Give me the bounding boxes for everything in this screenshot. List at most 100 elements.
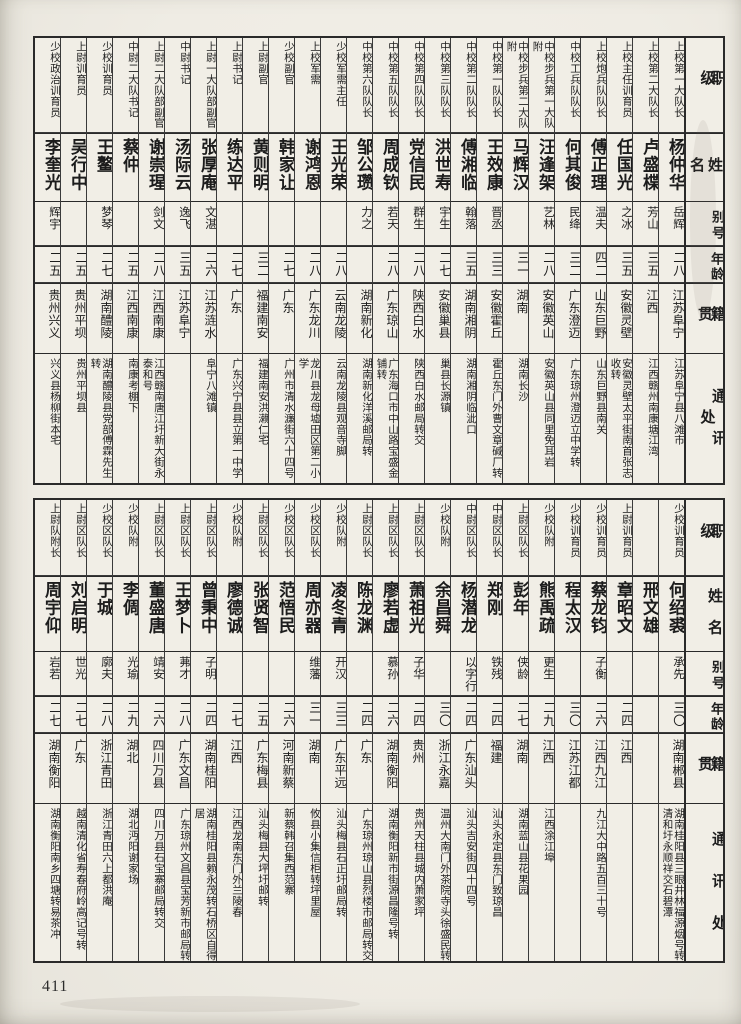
origin-cell: 广东龙川 bbox=[295, 283, 320, 354]
age-cell: 二五 bbox=[243, 696, 268, 733]
address-cell bbox=[607, 804, 632, 961]
name-cell: 廖德诚 bbox=[217, 576, 242, 652]
column-header-name: 姓名 bbox=[686, 576, 723, 652]
address-cell: 新蔡韩召集西范寨 bbox=[283, 808, 294, 896]
origin-cell: 广东汕头 bbox=[451, 733, 476, 804]
rank-cell: 上尉区队长 bbox=[139, 500, 164, 576]
origin-cell: 江西 bbox=[607, 733, 632, 804]
rank-cell: 少校队附 bbox=[217, 500, 242, 576]
hao-cell bbox=[61, 202, 86, 246]
hao-cell bbox=[243, 202, 268, 246]
rank-cell bbox=[633, 500, 658, 576]
age-cell: 二九 bbox=[113, 696, 138, 733]
address-cell: 南康考棚下 bbox=[127, 358, 138, 413]
origin-cell: 湖南衡阳 bbox=[373, 733, 398, 804]
rank-cell: 少校训育员 bbox=[581, 500, 606, 576]
hao-cell: 子衡 bbox=[581, 652, 606, 696]
header-column: 职级 姓名 别号 年龄 籍贯 通讯处 bbox=[686, 500, 723, 961]
name-cell: 汪逢架 bbox=[529, 133, 554, 202]
hao-cell: 翰落 bbox=[451, 202, 476, 246]
name-cell: 邹公瓒 bbox=[347, 133, 372, 202]
person-column: 中校步兵第一大队附 汪逢架 艺林 二八 安徽英山 安徽英山县同里免耳岩 bbox=[529, 38, 555, 483]
hao-cell: 力之 bbox=[347, 202, 372, 246]
rank-cell: 上尉区队长 bbox=[503, 500, 528, 576]
name-cell: 李倜 bbox=[113, 576, 138, 652]
address-cell: 安徽英山县同里免耳岩 bbox=[543, 358, 554, 468]
origin-cell: 广东文昌 bbox=[165, 733, 190, 804]
origin-cell: 湖南郴县 bbox=[659, 733, 684, 804]
hao-cell: 茀才 bbox=[165, 652, 190, 696]
origin-cell: 湖南醴陵 bbox=[87, 283, 112, 354]
age-cell: 二五 bbox=[61, 246, 86, 283]
person-column: 少校队附 廖德诚 二七 江西 江西龙南东门外兰陵春 bbox=[217, 500, 243, 961]
address-cell: 贵州平坝县 bbox=[75, 358, 86, 413]
name-cell: 李奎光 bbox=[35, 133, 60, 202]
rank-cell: 上校军需 bbox=[295, 38, 320, 133]
name-cell: 彭年 bbox=[503, 576, 528, 652]
rank-cell: 上尉区队长 bbox=[191, 500, 216, 576]
origin-cell bbox=[633, 733, 658, 804]
age-cell: 二四 bbox=[191, 696, 216, 733]
hao-cell bbox=[425, 652, 450, 696]
address-cell: 霍丘东门外曹文章碱厂转 bbox=[491, 358, 502, 479]
address-cell: 湖南新化洋溪邮局转 bbox=[361, 358, 372, 457]
origin-cell: 江西 bbox=[529, 733, 554, 804]
name-cell: 范悟民 bbox=[269, 576, 294, 652]
person-column: 上校第二大队长 卢盛楪 芳山 三五 江西 江西赣州南康塘江湾 bbox=[633, 38, 659, 483]
name-cell: 王鳌 bbox=[87, 133, 112, 202]
person-column: 上尉区队长 王梦卜 茀才 二八 广东文昌 广东琼州文昌县宝芳新市邮局转 bbox=[165, 500, 191, 961]
rank-cell: 上尉队附长 bbox=[35, 500, 60, 576]
rank-cell: 中尉书记 bbox=[165, 38, 190, 133]
column-header-name: 姓名 bbox=[686, 133, 723, 202]
person-column: 上尉书记 练达平 二七 广东 广东兴宁县县立第一中学 bbox=[217, 38, 243, 483]
age-cell: 二七 bbox=[61, 696, 86, 733]
origin-cell: 陕西白水 bbox=[399, 283, 424, 354]
age-cell: 四二 bbox=[581, 246, 606, 283]
name-cell: 熊禹疏 bbox=[529, 576, 554, 652]
name-cell: 余昌舜 bbox=[425, 576, 450, 652]
rank-cell: 上校第一大队长 bbox=[659, 38, 684, 133]
origin-cell: 江西南康 bbox=[113, 283, 138, 354]
address-cell: 广东琼州琼山县烈楼市邮局转交 bbox=[361, 808, 372, 961]
hao-cell: 岳辉 bbox=[659, 202, 684, 246]
hao-cell: 群生 bbox=[399, 202, 424, 246]
address-cell: 九江大中路五百三十号 bbox=[595, 808, 606, 918]
address-cell: 江西龙南东门外兰陵春 bbox=[231, 808, 242, 918]
origin-cell: 福建 bbox=[477, 733, 502, 804]
person-column: 上尉队附长 周宇仰 岩若 二七 湖南衡阳 湖南衡阳南乡四塘转易茶冲 bbox=[35, 500, 61, 961]
age-cell: 二八 bbox=[139, 246, 164, 283]
person-column: 中校第四队队长 党信民 群生 二八 陕西白水 陕西白水邮局转交 bbox=[399, 38, 425, 483]
name-cell: 何其俊 bbox=[555, 133, 580, 202]
person-column: 少校区队长 于城 廓夫 二八 浙江青田 浙江青田六上都洪庵 bbox=[87, 500, 113, 961]
column-header-rank: 职级 bbox=[686, 38, 723, 133]
address-cell: 温州大南门外茶院寺头徐盛民转 bbox=[439, 808, 450, 961]
address-cell: 巢县长源镇 bbox=[439, 358, 450, 413]
origin-cell: 江苏阜宁 bbox=[165, 283, 190, 354]
age-cell: 三一 bbox=[295, 696, 320, 733]
age-cell: 三二 bbox=[555, 246, 580, 283]
name-cell: 廖若虚 bbox=[373, 576, 398, 652]
age-cell: 二四 bbox=[477, 696, 502, 733]
age-cell: 二四 bbox=[607, 696, 632, 733]
origin-cell: 广东 bbox=[61, 733, 86, 804]
hao-cell bbox=[555, 652, 580, 696]
address-cell: 福建南安洪濑仁宅 bbox=[257, 358, 268, 446]
origin-cell: 江苏涟水 bbox=[191, 283, 216, 354]
person-column: 上尉副官 黄则明 三二 福建南安 福建南安洪濑仁宅 bbox=[243, 38, 269, 483]
address-cell: 阜宁八滩镇 bbox=[205, 358, 216, 413]
age-cell: 二七 bbox=[503, 696, 528, 733]
name-cell: 杨潜龙 bbox=[451, 576, 476, 652]
hao-cell: 之冰 bbox=[607, 202, 632, 246]
name-cell: 傅湘临 bbox=[451, 133, 476, 202]
age-cell: 二五 bbox=[35, 246, 60, 283]
name-cell: 程太汉 bbox=[555, 576, 580, 652]
address-cell: 湖南湘阴临泚口 bbox=[465, 358, 476, 435]
hao-cell bbox=[269, 202, 294, 246]
age-cell: 三〇 bbox=[555, 696, 580, 733]
person-column: 中校第五队队长 周成钦 若天 二八 广东琼山 广东海口市中山路宝盛金铺转 bbox=[373, 38, 399, 483]
person-column: 上尉区队长 曾秉中 子明 二四 湖南桂阳 湖南桂阳县赖永茂转石桥区自得居 bbox=[191, 500, 217, 961]
person-column: 上尉区队长 董盛唐 靖安 二六 四川万县 四川万县石宝寨邮局转交 bbox=[139, 500, 165, 961]
origin-cell: 广东平远 bbox=[321, 733, 346, 804]
address-cell: 浙江青田六上都洪庵 bbox=[101, 808, 112, 907]
address-cell: 安徽灵壁太平街南首张志收转 bbox=[609, 358, 633, 479]
